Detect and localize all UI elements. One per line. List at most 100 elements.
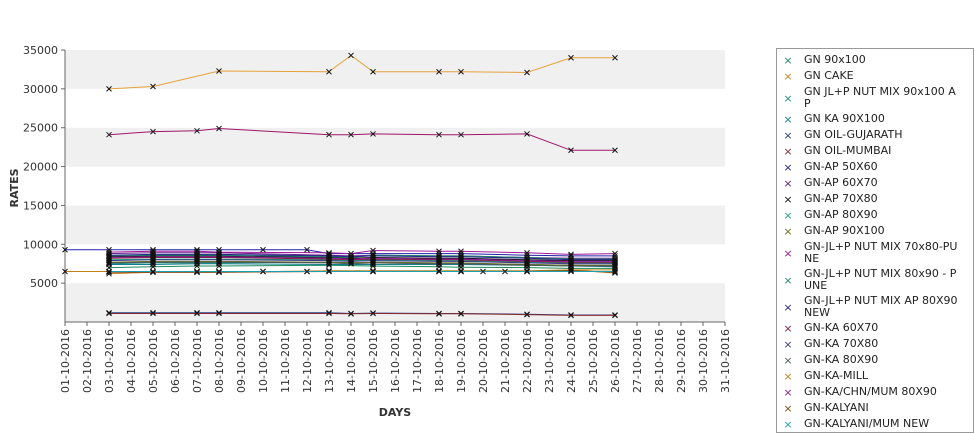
- data-point: [370, 267, 376, 274]
- legend-marker-icon: ×: [783, 92, 793, 105]
- legend-marker-icon: ×: [783, 54, 793, 67]
- x-tick-label: 17-10-2016: [411, 329, 424, 393]
- data-point: [612, 147, 618, 154]
- data-point: [106, 86, 112, 92]
- legend-marker-icon: ×: [783, 70, 793, 83]
- x-tick-label: 21-10-2016: [499, 329, 512, 393]
- x-tick-label: 09-10-2016: [235, 329, 248, 393]
- series-line: [108, 253, 615, 261]
- data-point: [568, 312, 574, 319]
- data-point: [436, 268, 442, 275]
- data-point: [524, 249, 530, 256]
- grid-band: [65, 50, 725, 89]
- series-line: [108, 127, 615, 151]
- legend-label: GN-AP 60X70: [804, 176, 878, 189]
- data-point: [458, 68, 464, 75]
- data-point: [436, 267, 442, 274]
- series-line: [108, 258, 615, 264]
- data-point: [370, 68, 376, 75]
- data-point: [568, 251, 574, 258]
- data-point: [458, 256, 464, 262]
- data-point: [348, 260, 354, 267]
- data-point: [524, 131, 530, 137]
- data-point: [458, 268, 464, 275]
- y-tick-label: 25000: [23, 122, 58, 135]
- legend-marker-icon: ×: [783, 370, 793, 383]
- x-tick-label: 24-10-2016: [565, 329, 578, 393]
- data-point: [326, 255, 332, 262]
- data-point: [370, 131, 376, 137]
- data-point: [216, 252, 222, 259]
- data-point: [194, 309, 200, 316]
- x-tick-label: 25-10-2016: [587, 329, 600, 393]
- data-point: [150, 128, 156, 135]
- legend-marker-icon: ×: [783, 193, 793, 206]
- data-point: [326, 309, 332, 316]
- data-point: [216, 68, 222, 74]
- data-point: [194, 259, 200, 266]
- data-point: [524, 267, 530, 274]
- data-point: [260, 246, 266, 253]
- legend-item: × GN OIL-MUMBAI: [777, 145, 973, 159]
- data-point: [194, 269, 200, 276]
- series-markers: [62, 52, 618, 319]
- y-tick-label: 10000: [23, 238, 58, 251]
- data-point: [612, 312, 618, 319]
- data-point: [612, 258, 618, 265]
- series-line: [108, 255, 615, 262]
- legend-item: × GN KA 90X100: [777, 112, 973, 127]
- series-line: [108, 261, 615, 267]
- data-point: [106, 268, 112, 275]
- data-point: [194, 268, 200, 275]
- legend-label: GN KA 90X100: [804, 112, 885, 125]
- legend-item: × GN 90x100: [777, 54, 973, 68]
- x-tick-label: 08-10-2016: [213, 329, 226, 393]
- y-tick-label: 30000: [23, 83, 58, 96]
- data-point: [194, 253, 200, 260]
- data-point: [62, 268, 68, 275]
- legend-label: GN CAKE: [804, 69, 854, 82]
- grid-band: [65, 283, 725, 322]
- data-point: [458, 248, 464, 255]
- y-tick-label: 5000: [30, 277, 58, 290]
- data-point: [216, 125, 222, 132]
- legend-label: GN-AP 80X90: [804, 208, 878, 221]
- data-point: [304, 246, 310, 253]
- data-point: [216, 268, 222, 275]
- x-tick-label: 15-10-2016: [367, 329, 380, 393]
- legend-label: GN-JL+P NUT MIX 80x90 - PUNE: [804, 267, 957, 292]
- legend-marker-icon: ×: [783, 402, 793, 415]
- x-tick-label: 10-10-2016: [257, 329, 270, 393]
- x-tick-label: 27-10-2016: [631, 329, 644, 393]
- data-point: [326, 310, 332, 317]
- data-point: [106, 310, 112, 317]
- chart-legend: × GN 90x100 × GN CAKE × GN JL+P NUT MIX 90x10…: [776, 48, 974, 433]
- data-point: [370, 260, 376, 266]
- data-point: [568, 260, 574, 267]
- legend-item: × GN-KA 70X80: [777, 338, 973, 352]
- x-tick-label: 30-10-2016: [697, 329, 710, 393]
- x-axis-title: DAYS: [379, 406, 412, 419]
- data-point: [458, 267, 464, 274]
- legend-marker-icon: ×: [783, 354, 793, 367]
- data-point: [524, 257, 530, 264]
- data-point: [568, 147, 574, 154]
- data-point: [458, 131, 464, 138]
- data-point: [612, 269, 618, 276]
- data-point: [612, 268, 618, 275]
- x-tick-label: 12-10-2016: [301, 329, 314, 393]
- data-point: [106, 254, 112, 261]
- data-point: [216, 269, 222, 276]
- data-point: [436, 310, 442, 317]
- data-point: [150, 268, 156, 275]
- x-tick-label: 18-10-2016: [433, 329, 446, 393]
- legend-marker-icon: ×: [783, 418, 793, 431]
- data-point: [568, 267, 574, 273]
- data-point: [436, 68, 442, 75]
- legend-marker-icon: ×: [783, 209, 793, 222]
- legend-label: GN OIL-GUJARATH: [804, 128, 903, 141]
- data-point: [524, 69, 530, 76]
- data-point: [326, 68, 332, 75]
- data-point: [524, 311, 530, 318]
